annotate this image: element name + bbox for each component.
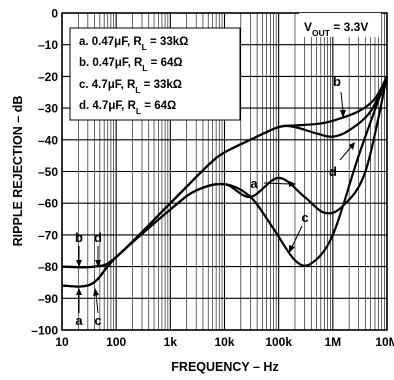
arrow-head-c <box>289 245 295 253</box>
legend-box: a. 0.47μF, RL = 33kΩ b. 0.47μF, RL = 64Ω… <box>69 27 241 121</box>
arrow-head-d <box>349 142 355 150</box>
x-tick-label: 10 <box>55 335 69 349</box>
series-line-d <box>61 75 388 269</box>
condition-frame <box>299 13 381 37</box>
legend-item-b: b. 0.47μF, RL = 64Ω <box>79 57 183 73</box>
y-tick-labels: 0 –10 –20 –30 –40 –50 –60 –70 –80 –90 –100 <box>31 7 58 338</box>
y-tick-label: –80 <box>38 260 58 274</box>
arrow-line-a <box>263 182 291 185</box>
x-tick-label: 10k <box>214 335 234 349</box>
condition-box: VOUT = 3.3V <box>299 13 381 38</box>
legend-frame <box>69 27 241 121</box>
annotation-a-curve: a <box>250 176 258 191</box>
annotation-c-curve: c <box>301 210 308 225</box>
arrow-line-c <box>291 225 303 248</box>
annotation-d-curve: d <box>329 164 337 179</box>
arrow-head-b <box>340 110 346 118</box>
y-tick-label: –10 <box>38 38 58 52</box>
annotation-a-left: a <box>75 313 83 328</box>
x-tick-label: 10M <box>375 335 394 349</box>
annotation-b-left: b <box>75 230 83 245</box>
x-axis-label: FREQUENCY – Hz <box>171 360 278 374</box>
y-tick-label: –50 <box>38 165 58 179</box>
x-tick-label: 100 <box>106 335 126 349</box>
annotation-layer: b d a c b d a c <box>75 74 355 328</box>
annotation-b-curve: b <box>333 74 341 89</box>
y-tick-label: –60 <box>38 197 58 211</box>
y-tick-label: –90 <box>38 292 58 306</box>
arrow-line-b <box>340 91 344 113</box>
x-tick-label: 1k <box>164 335 178 349</box>
legend-item-c: c. 4.7μF, RL = 33kΩ <box>79 79 182 95</box>
condition-label: VOUT = 3.3V <box>304 20 368 38</box>
legend-item-d: d. 4.7μF, RL = 64Ω <box>79 100 176 116</box>
series-layer <box>61 75 389 288</box>
legend-item-a: a. 0.47μF, RL = 33kΩ <box>79 36 188 52</box>
y-tick-label: –20 <box>38 70 58 84</box>
x-tick-label: 1M <box>324 335 341 349</box>
arrow-line-c-left <box>95 293 99 314</box>
y-tick-label: –70 <box>38 228 58 242</box>
y-tick-label: –100 <box>31 324 58 338</box>
x-tick-labels: 10 100 1k 10k 100k 1M 10M <box>55 335 394 349</box>
y-axis-label: RIPPLE REJECTION – dB <box>11 96 25 247</box>
y-tick-label: 0 <box>51 7 58 21</box>
y-tick-label: –30 <box>38 102 58 116</box>
plot-frame <box>61 12 388 331</box>
arrow-line-d <box>339 146 352 161</box>
y-tick-label: –40 <box>38 133 58 147</box>
arrow-head-c-left <box>93 288 99 296</box>
arrow-head-a-left <box>76 288 82 295</box>
x-tick-label: 100k <box>265 335 292 349</box>
arrow-head-d-left <box>95 260 101 267</box>
arrow-head-a <box>289 181 296 187</box>
annotation-c-left: c <box>94 313 101 328</box>
arrow-head-b-left <box>76 260 82 267</box>
annotation-d-left: d <box>94 230 102 245</box>
